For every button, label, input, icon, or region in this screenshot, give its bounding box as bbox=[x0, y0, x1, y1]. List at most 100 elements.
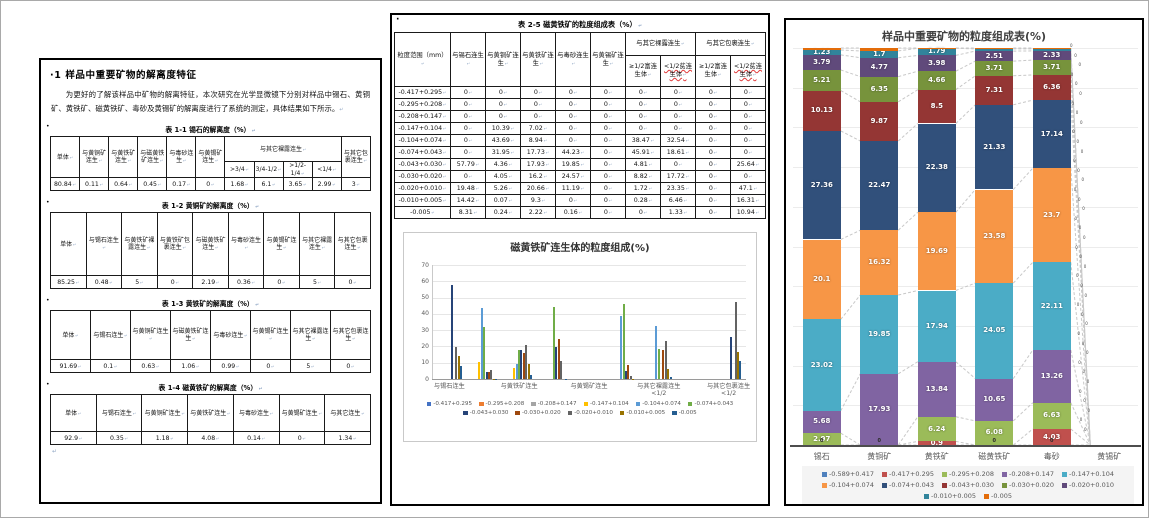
legend-swatch bbox=[567, 410, 573, 416]
table-cell: 0 bbox=[334, 275, 371, 290]
overlapping-zero-label: 0 bbox=[1081, 340, 1085, 346]
table-cell: 0.63 bbox=[130, 359, 171, 374]
legend-item: -0.104+0.074 bbox=[635, 401, 681, 407]
column-header: 与磁黄铁矿连生 bbox=[192, 212, 229, 277]
column-header: 与其它包裹连生 bbox=[330, 310, 371, 361]
table-cell: 0 bbox=[695, 206, 731, 219]
bar-segment bbox=[802, 50, 841, 55]
table-caption: 表 1-3 黄铁矿的解离度（%） bbox=[50, 298, 371, 308]
column-header: <1/4 bbox=[311, 161, 342, 179]
table-cell: 0.1 bbox=[90, 359, 131, 374]
table-cell: 1.72 bbox=[625, 182, 661, 195]
table-row: 91.690.10.631.060.99050 bbox=[50, 359, 371, 374]
column-header: 粒度范围（mm） bbox=[394, 32, 451, 87]
bar-segment bbox=[1032, 60, 1071, 75]
table-cell: 0 bbox=[590, 86, 626, 99]
zero-value-label: 0 bbox=[992, 438, 997, 444]
table-row: -0.030+0.02004.0516.224.5708.8217.7200 bbox=[394, 170, 766, 183]
bar-segment bbox=[552, 307, 555, 379]
table-cell: 0 bbox=[730, 122, 766, 135]
bar-segment bbox=[975, 61, 1014, 76]
bar-segment bbox=[1032, 48, 1071, 49]
bar-segment bbox=[460, 365, 463, 379]
bar-segment bbox=[1032, 350, 1071, 403]
table-cell: 0 bbox=[555, 86, 591, 99]
overlapping-zero-label: 0 bbox=[1079, 254, 1083, 260]
gridline bbox=[793, 325, 1138, 327]
segment-value-label: 24.05 bbox=[983, 326, 1006, 335]
segment-value-label: 2.97 bbox=[813, 434, 831, 443]
gridline bbox=[793, 127, 1138, 129]
table-cell: 0 bbox=[450, 110, 486, 123]
table-cell: 1.33 bbox=[660, 206, 696, 219]
table-cell: 20.66 bbox=[520, 182, 556, 195]
table-row: -0.074+0.043031.9517.7344.23045.9118.610… bbox=[394, 146, 766, 159]
table-cell: 0 bbox=[330, 359, 371, 374]
column-header: 与磁黄铁矿连生 bbox=[137, 136, 168, 179]
table-cell: 14.42 bbox=[450, 194, 486, 207]
table-cell: 0 bbox=[555, 110, 591, 123]
table-cell: 0 bbox=[590, 146, 626, 159]
bar-segment bbox=[557, 339, 560, 379]
segment-value-label: 8.5 bbox=[930, 102, 943, 111]
segment-value-label: 6.63 bbox=[1043, 411, 1061, 420]
legend-label: -0.147+0.104 bbox=[590, 401, 629, 407]
segment-value-label: 0.9 bbox=[930, 438, 943, 447]
y-axis-line bbox=[432, 265, 433, 379]
legend-item: -0.010+0.005 bbox=[924, 492, 976, 500]
bar-segment bbox=[1032, 262, 1071, 351]
table-cell: 0 bbox=[450, 146, 486, 159]
legend-item: -0.074+0.043 bbox=[881, 481, 934, 489]
table-cell: 0.45 bbox=[137, 177, 168, 192]
segment-value-label: 4.03 bbox=[1043, 432, 1061, 441]
legend-item: -0.043+0.030 bbox=[463, 410, 508, 416]
legend-label: -0.005 bbox=[991, 492, 1012, 500]
table-cell: 1.06 bbox=[170, 359, 211, 374]
legend-item: -0.417+0.295 bbox=[881, 470, 934, 478]
legend-item: -0.020+0.010 bbox=[1062, 481, 1114, 489]
column-header: 3/4-1/2 bbox=[253, 161, 284, 179]
segment-value-label: 17.14 bbox=[1040, 129, 1063, 138]
table-cell: 0 bbox=[695, 194, 731, 207]
table-cell: 1.34 bbox=[324, 431, 371, 446]
overlapping-zero-label: 0 bbox=[1087, 407, 1091, 413]
table-header-row: 单体与锡石连生与黄铁矿裸露连生与黄铁矿包裹连生与磁黄铁矿连生与毒砂连生与黄锡矿连… bbox=[50, 212, 371, 277]
legend-label: -0.295+0.208 bbox=[948, 470, 994, 478]
overlapping-zero-label: 0 bbox=[1083, 398, 1086, 404]
legend-item: -0.208+0.147 bbox=[531, 401, 577, 407]
gridline bbox=[432, 379, 746, 380]
bar-segment bbox=[802, 48, 841, 50]
overlapping-zero-label: 0 bbox=[1078, 196, 1081, 202]
bar-segment bbox=[1032, 429, 1071, 445]
table-cell: 0 bbox=[450, 134, 486, 147]
table-cell: 0 bbox=[555, 122, 591, 135]
column-header: 与磁黄铁矿连生 bbox=[170, 310, 211, 361]
gridline bbox=[432, 362, 746, 364]
table-cell: 0 bbox=[278, 431, 326, 446]
gridline bbox=[793, 286, 1138, 288]
table-cell: 8.31 bbox=[450, 206, 486, 219]
chart-legend: -0.417+0.295 -0.295+0.208 -0.208+0.147 -0.1… bbox=[414, 401, 746, 416]
table-row: -0.417+0.295000000000 bbox=[394, 86, 766, 99]
pilcrow-mark: ↵ bbox=[52, 448, 58, 456]
gridline bbox=[793, 167, 1138, 169]
gridline bbox=[793, 87, 1138, 89]
legend-item: -0.074+0.043 bbox=[687, 401, 734, 407]
overlapping-zero-label: 0 bbox=[1074, 52, 1077, 58]
y-axis-label: 30 bbox=[421, 326, 429, 334]
table-row: -0.0058.310.242.220.16001.33010.94 bbox=[394, 206, 766, 219]
table-cell: 0.28 bbox=[625, 194, 661, 207]
table-cell: 0.14 bbox=[232, 431, 280, 446]
x-axis-label: 与其它包裹连生<1/2 bbox=[706, 383, 751, 398]
table-cell: 24.57 bbox=[555, 170, 591, 183]
bar-segment bbox=[802, 70, 841, 91]
table-row: -0.043+0.03057.794.3617.9319.8504.810025… bbox=[394, 158, 766, 171]
column-header: 与毒砂连生 bbox=[232, 394, 280, 433]
segment-value-label: 3.71 bbox=[1043, 63, 1061, 71]
table-cell: 0.36 bbox=[227, 275, 265, 290]
bar-segment bbox=[736, 352, 739, 379]
segment-value-label: 22.11 bbox=[1040, 301, 1063, 310]
table-cell: 19.48 bbox=[450, 182, 486, 195]
legend-label: -0.074+0.043 bbox=[694, 401, 734, 407]
